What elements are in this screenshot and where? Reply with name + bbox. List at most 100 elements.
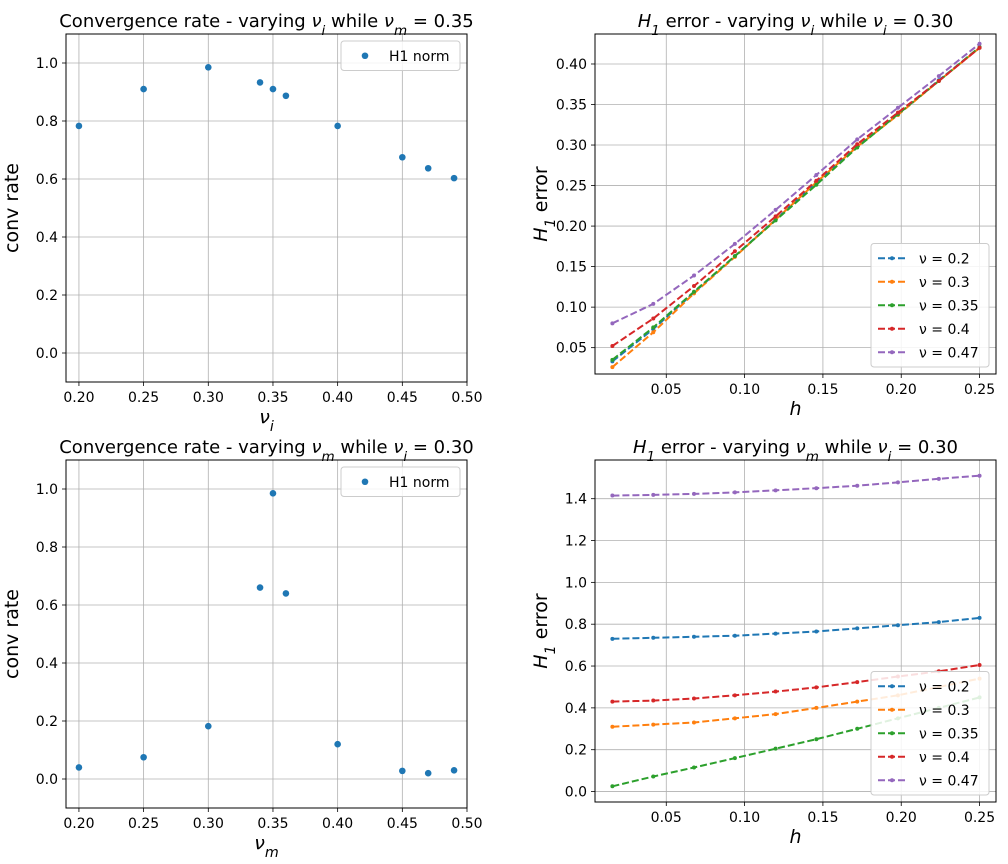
x-tick-label: 0.40 — [322, 390, 353, 406]
series-marker — [814, 629, 819, 634]
x-tick-label: 0.15 — [807, 382, 838, 398]
series-marker — [651, 698, 656, 703]
y-tick-label: 0.40 — [556, 57, 587, 73]
scatter-point — [450, 174, 458, 182]
legend-marker — [890, 754, 894, 759]
x-tick-label: 0.35 — [257, 390, 288, 406]
y-tick-label: 0.6 — [36, 598, 58, 614]
x-tick-label: 0.50 — [451, 816, 482, 832]
scatter-point — [75, 764, 83, 771]
series-marker — [651, 774, 656, 779]
y-tick-label: 0.30 — [556, 138, 587, 154]
series-marker — [977, 662, 982, 667]
series-marker — [855, 137, 860, 142]
series-marker — [855, 626, 860, 631]
y-tick-label: 0.20 — [556, 219, 587, 235]
legend-marker — [361, 52, 369, 60]
series-marker — [610, 321, 615, 326]
x-axis-label: h — [789, 826, 801, 848]
y-tick-label: 0.10 — [556, 300, 587, 316]
chart-title: Convergence rate - varying νi while νm =… — [59, 11, 474, 39]
series-marker — [651, 492, 656, 497]
series-marker — [977, 615, 982, 620]
legend-label: H1 norm — [389, 49, 449, 65]
legend-marker — [890, 350, 894, 355]
legend-label: ν = 0.47 — [919, 773, 979, 789]
legend-box — [340, 40, 461, 71]
series-marker — [610, 724, 615, 729]
subplot-2: 0.05 0.10 0.15 0.20 0.25 0.05 0.10 0.15 0.20 0.25… — [530, 11, 997, 420]
y-tick-label: 0.4 — [565, 701, 587, 717]
y-axis-label: H1 error — [530, 593, 559, 669]
series-marker — [855, 483, 860, 488]
x-tick-label: 0.25 — [964, 810, 995, 826]
series-marker — [691, 765, 696, 770]
series-marker — [610, 784, 615, 789]
x-tick-label: 0.10 — [729, 810, 760, 826]
scatter-point — [334, 122, 341, 130]
scatter-point — [399, 767, 406, 775]
series-marker — [610, 699, 615, 704]
legend-label: ν = 0.3 — [919, 275, 970, 291]
scatter-point — [282, 590, 290, 597]
legend-label: ν = 0.47 — [919, 345, 979, 361]
x-tick-label: 0.35 — [257, 816, 288, 832]
y-tick-label: 0.0 — [36, 772, 58, 788]
legend-box — [340, 466, 461, 497]
series-marker — [651, 301, 656, 306]
series-marker — [936, 476, 941, 481]
series-marker — [814, 705, 819, 710]
x-axis-label: νi — [259, 406, 274, 435]
x-tick-label: 0.10 — [729, 382, 760, 398]
series-marker — [773, 631, 778, 636]
legend-label: H1 norm — [389, 475, 449, 491]
y-tick-label: 1.0 — [36, 56, 58, 72]
series-marker — [651, 325, 656, 330]
series-marker — [732, 756, 737, 761]
legend: ν = 0.2 ν = 0.3 ν = 0.35 ν = 0.4 ν = 0.47 — [870, 243, 990, 368]
scatter-point — [256, 584, 264, 591]
series-marker — [691, 634, 696, 639]
y-tick-label: 0.0 — [565, 785, 587, 801]
y-axis-label: conv rate — [1, 163, 23, 253]
series-marker — [895, 480, 900, 485]
scatter-point — [204, 722, 212, 730]
y-tick-label: 1.0 — [36, 482, 58, 498]
series-marker — [691, 696, 696, 701]
series-marker — [773, 689, 778, 694]
series-marker — [691, 273, 696, 278]
legend-marker — [890, 684, 894, 689]
y-tick-label: 0.2 — [565, 743, 587, 759]
x-tick-label: 0.30 — [193, 816, 224, 832]
x-tick-label: 0.05 — [651, 810, 682, 826]
x-tick-label: 0.30 — [193, 390, 224, 406]
y-tick-label: 0.2 — [36, 714, 58, 730]
series-marker — [814, 182, 819, 187]
series-line — [611, 47, 981, 368]
series-marker — [732, 633, 737, 638]
x-tick-label: 0.20 — [886, 810, 917, 826]
series-line — [612, 664, 980, 703]
series-marker — [855, 145, 860, 150]
legend-box — [870, 243, 990, 368]
legend-marker — [890, 279, 894, 284]
series-marker — [773, 488, 778, 493]
legend-marker — [890, 731, 894, 736]
series-marker — [651, 316, 656, 321]
scatter-point — [204, 64, 212, 71]
series-marker — [895, 105, 900, 110]
x-tick-label: 0.50 — [451, 390, 482, 406]
y-tick-label: 0.6 — [36, 172, 58, 188]
legend-label: ν = 0.35 — [919, 726, 979, 742]
axes-frame — [65, 459, 468, 809]
series-marker — [814, 173, 819, 178]
scatter-point — [140, 753, 147, 761]
legend-marker — [890, 778, 894, 783]
series-marker — [773, 712, 778, 717]
series-marker — [610, 344, 615, 349]
x-tick-label: 0.05 — [651, 382, 682, 398]
chart-title: Convergence rate - varying νm while νi =… — [59, 437, 474, 465]
legend-label: ν = 0.2 — [919, 251, 970, 267]
legend-marker — [890, 326, 894, 331]
subplot-4: 0.05 0.10 0.15 0.20 0.25 0.0 0.2 0.4 0.6 0.8 1.0 1.… — [530, 437, 997, 848]
